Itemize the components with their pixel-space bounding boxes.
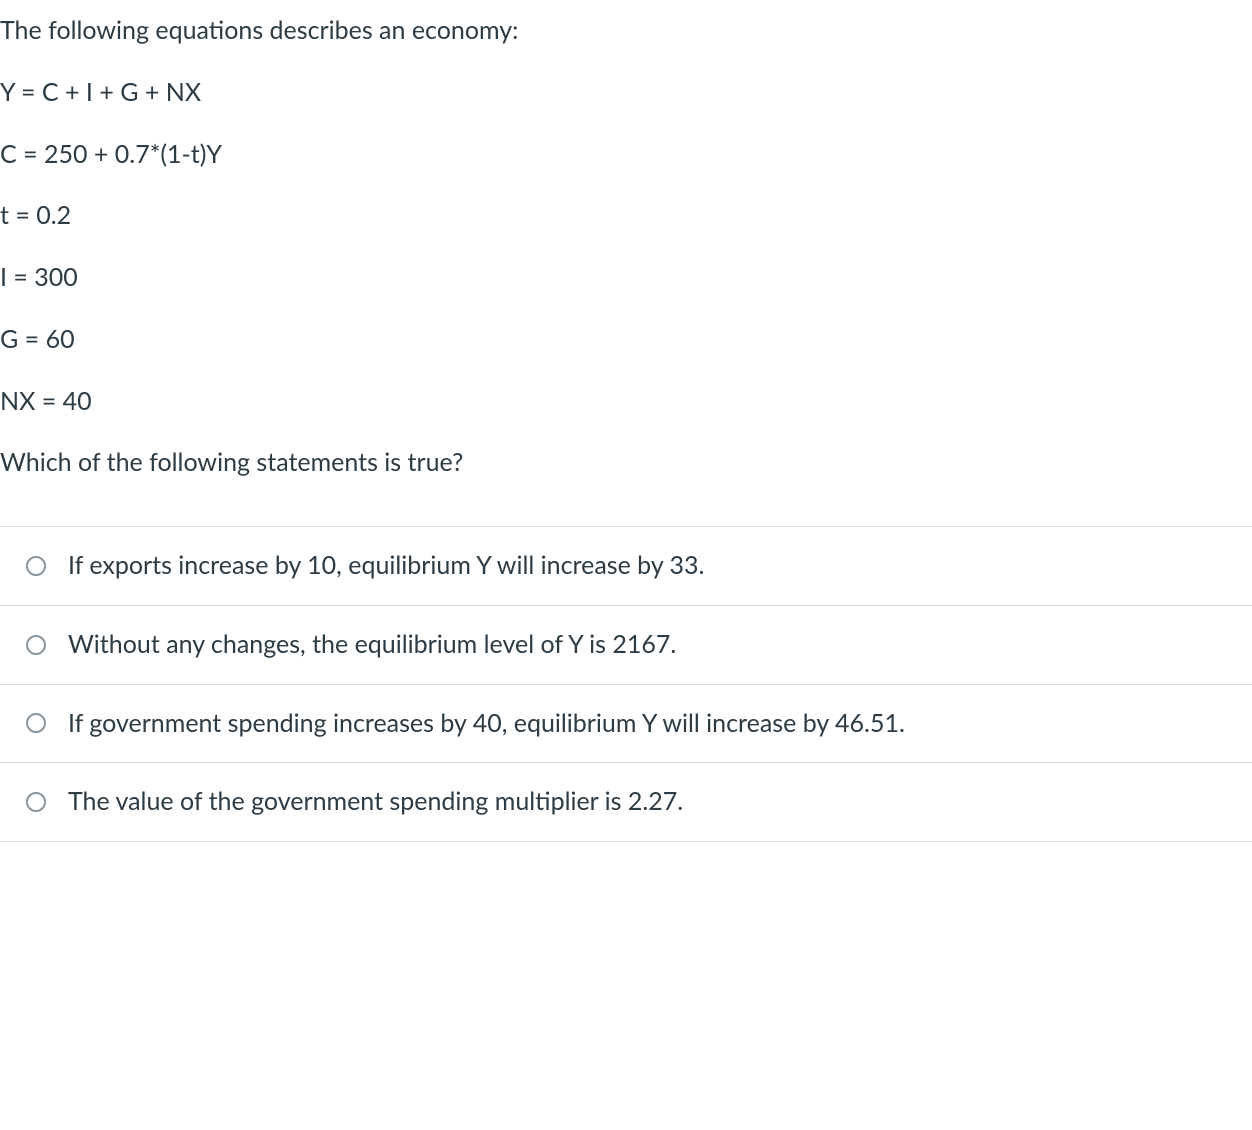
question-stem: The following equations describes an eco…: [0, 0, 1252, 494]
radio-icon[interactable]: [26, 713, 46, 733]
answer-label: If exports increase by 10, equilibrium Y…: [68, 549, 704, 583]
radio-icon[interactable]: [26, 556, 46, 576]
answer-option[interactable]: Without any changes, the equilibrium lev…: [0, 605, 1252, 684]
answer-option[interactable]: If government spending increases by 40, …: [0, 684, 1252, 763]
equation-line: t = 0.2: [0, 185, 1252, 247]
equation-line: Y = C + I + G + NX: [0, 62, 1252, 124]
question-intro: The following equations describes an eco…: [0, 0, 1252, 62]
answer-label: Without any changes, the equilibrium lev…: [68, 628, 676, 662]
answers-list: If exports increase by 10, equilibrium Y…: [0, 526, 1252, 842]
equation-line: I = 300: [0, 247, 1252, 309]
radio-icon[interactable]: [26, 792, 46, 812]
equation-line: NX = 40: [0, 371, 1252, 433]
answer-option[interactable]: If exports increase by 10, equilibrium Y…: [0, 526, 1252, 605]
answer-label: The value of the government spending mul…: [68, 785, 683, 819]
question-prompt: Which of the following statements is tru…: [0, 432, 1252, 494]
answer-label: If government spending increases by 40, …: [68, 707, 905, 741]
question-container: The following equations describes an eco…: [0, 0, 1252, 842]
equation-line: C = 250 + 0.7*(1-t)Y: [0, 124, 1252, 186]
answer-option[interactable]: The value of the government spending mul…: [0, 762, 1252, 842]
radio-icon[interactable]: [26, 635, 46, 655]
equation-line: G = 60: [0, 309, 1252, 371]
